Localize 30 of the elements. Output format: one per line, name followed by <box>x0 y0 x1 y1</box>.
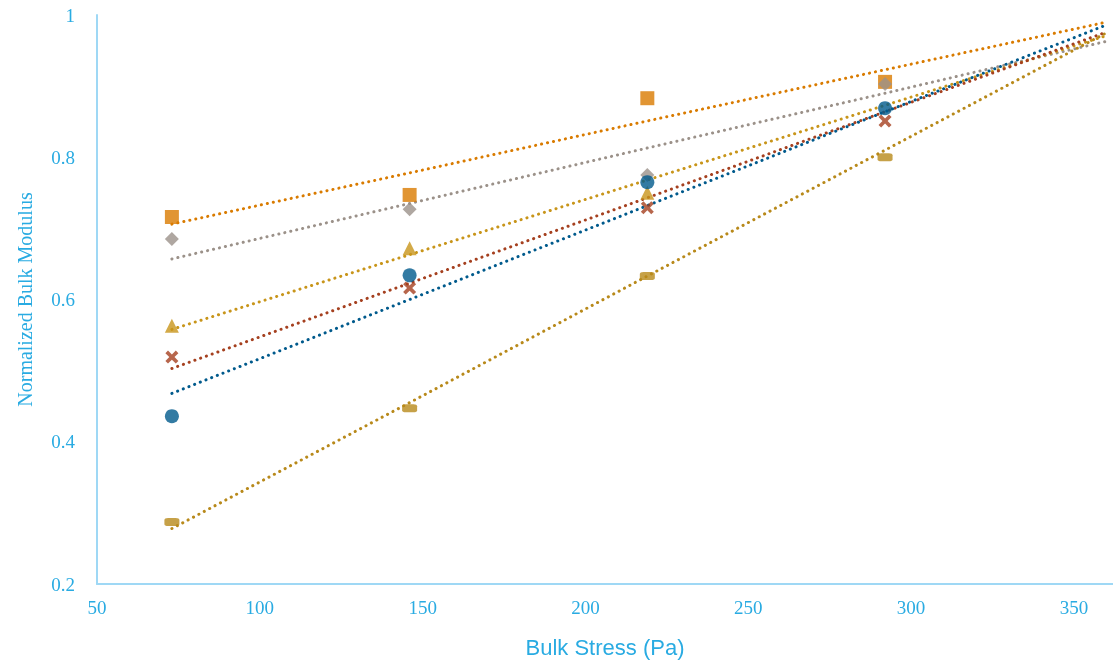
y-tick-label: 0.4 <box>51 431 76 453</box>
line-series <box>170 39 1108 261</box>
point <box>878 101 893 116</box>
point <box>402 268 417 283</box>
y-axis-title: Normalized Bulk Modulus <box>14 192 36 407</box>
x-axis-title: Bulk Stress (Pa) <box>525 634 685 660</box>
point <box>403 281 417 295</box>
point <box>164 232 179 247</box>
x-tick-label: 100 <box>245 597 275 618</box>
y-tick-label: 0.6 <box>51 289 75 310</box>
x-tick-label: 300 <box>896 597 926 618</box>
x-tick-label: 200 <box>571 597 600 618</box>
y-tick-label: 0.2 <box>51 573 75 595</box>
point <box>164 209 179 224</box>
x-tick-label: 250 <box>734 597 763 618</box>
point <box>402 187 417 202</box>
x-tick-label: 350 <box>1059 597 1089 618</box>
point <box>164 318 179 333</box>
point <box>164 409 179 424</box>
x-tick-label: 150 <box>408 597 437 618</box>
point <box>640 91 655 106</box>
point <box>402 241 417 256</box>
point <box>640 201 654 215</box>
y-tick-label: 1 <box>65 4 75 26</box>
y-tick-label: 0.8 <box>51 146 75 168</box>
point <box>402 202 417 217</box>
x-tick-label: 50 <box>87 597 107 618</box>
point <box>640 175 655 190</box>
point <box>165 350 179 364</box>
point <box>878 114 892 128</box>
